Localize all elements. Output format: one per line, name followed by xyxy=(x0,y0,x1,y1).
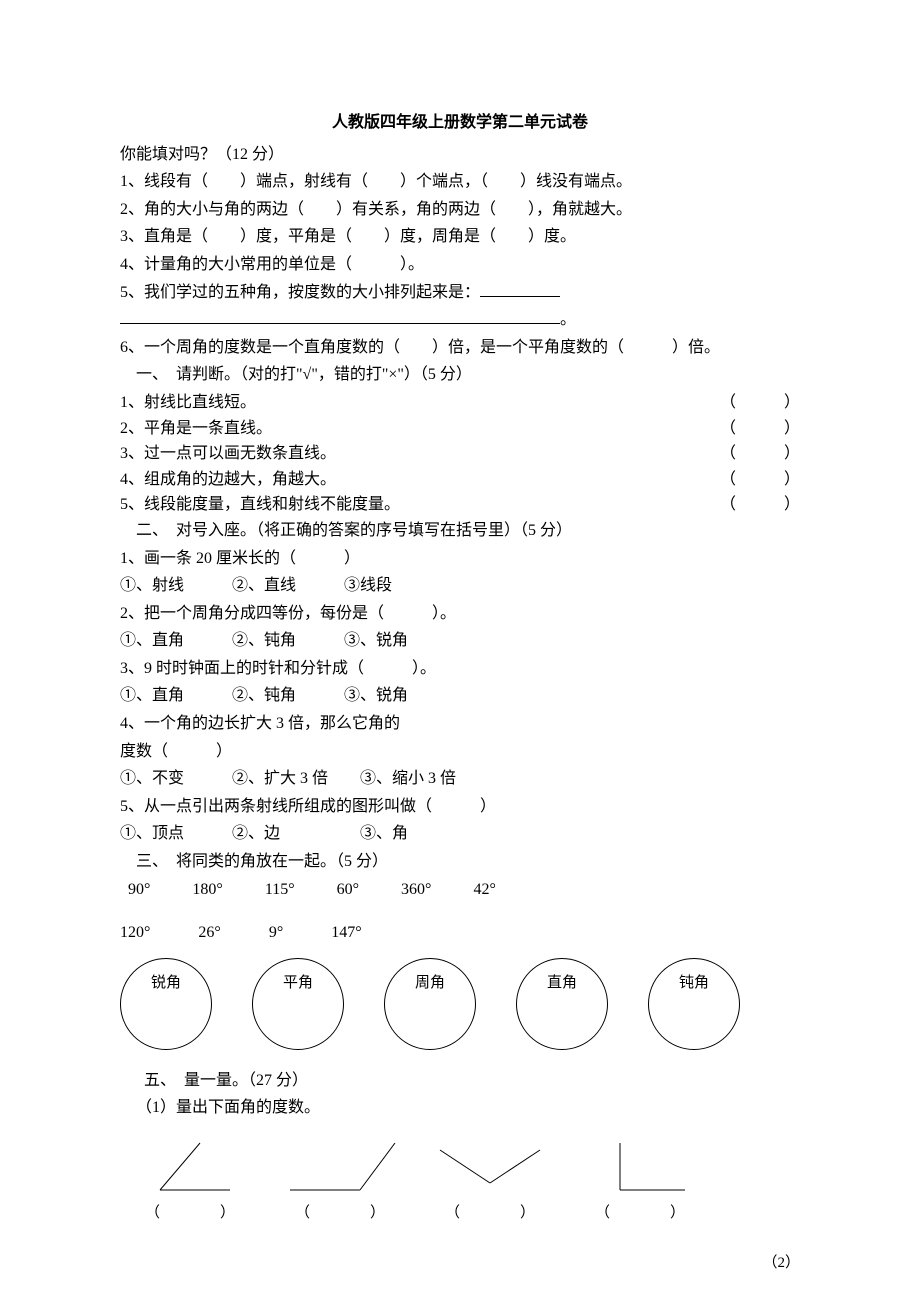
deg-value: 360° xyxy=(401,877,431,903)
judge-text: 5、线段能度量，直线和射线不能度量。 xyxy=(120,492,400,518)
choice-q4-options: ①、不变 ②、扩大 3 倍 ③、缩小 3 倍 xyxy=(120,766,800,792)
choice-q1: 1、画一条 20 厘米长的（ ） xyxy=(120,546,800,572)
angle-paren: （ ） xyxy=(595,1201,685,1225)
deg-value: 42° xyxy=(473,877,495,903)
fill-q5b: 。 xyxy=(120,307,800,333)
angle-2: （ ） xyxy=(270,1135,410,1225)
deg-value: 26° xyxy=(198,920,220,946)
page-footer: （2） xyxy=(120,1251,800,1275)
judge-row-3: 3、过一点可以画无数条直线。 （ ） xyxy=(120,441,800,467)
blank-underline-short xyxy=(480,281,560,297)
classify-header: 三、 将同类的角放在一起。（5 分） xyxy=(120,849,800,875)
judge-paren: （ ） xyxy=(720,390,800,416)
choice-q3: 3、9 时时钟面上的时针和分针成（ ）。 xyxy=(120,656,800,682)
judge-text: 4、组成角的边越大，角越大。 xyxy=(120,467,336,493)
circle-right: 直角 xyxy=(516,958,608,1050)
exam-title: 人教版四年级上册数学第二单元试卷 xyxy=(120,110,800,136)
period: 。 xyxy=(560,311,576,328)
angle-wide-icon xyxy=(430,1135,550,1195)
angles-row: （ ） （ ） （ ） （ ） xyxy=(120,1135,800,1225)
judge-row-1: 1、射线比直线短。 （ ） xyxy=(120,390,800,416)
choice-q2: 2、把一个周角分成四等份，每份是（ ）。 xyxy=(120,601,800,627)
choice-q3-options: ①、直角 ②、钝角 ③、锐角 xyxy=(120,683,800,709)
judge-paren: （ ） xyxy=(720,441,800,467)
deg-value: 115° xyxy=(265,877,295,903)
choice-q5-options: ①、顶点 ②、边 ③、角 xyxy=(120,821,800,847)
circle-straight: 平角 xyxy=(252,958,344,1050)
choice-q5: 5、从一点引出两条射线所组成的图形叫做（ ） xyxy=(120,794,800,820)
deg-value: 120° xyxy=(120,920,150,946)
deg-value: 180° xyxy=(192,877,222,903)
measure-sub: （1）量出下面角的度数。 xyxy=(120,1095,800,1121)
blank-underline-long xyxy=(120,308,560,324)
judge-row-5: 5、线段能度量，直线和射线不能度量。 （ ） xyxy=(120,492,800,518)
angle-acute-icon xyxy=(130,1135,250,1195)
judge-text: 1、射线比直线短。 xyxy=(120,390,256,416)
angle-4: （ ） xyxy=(570,1135,710,1225)
deg-value: 9° xyxy=(269,920,283,946)
angle-paren: （ ） xyxy=(145,1201,235,1225)
classify-row1: 90° 180° 115° 60° 360° 42° xyxy=(120,877,800,903)
angle-obtuse-icon xyxy=(280,1135,400,1195)
deg-value: 60° xyxy=(337,877,359,903)
fill-q6: 6、一个周角的度数是一个直角度数的（ ）倍，是一个平角度数的（ ）倍。 xyxy=(120,335,800,361)
judge-row-4: 4、组成角的边越大，角越大。 （ ） xyxy=(120,467,800,493)
circle-obtuse: 钝角 xyxy=(648,958,740,1050)
circle-acute: 锐角 xyxy=(120,958,212,1050)
angle-paren: （ ） xyxy=(445,1201,535,1225)
fill-q2: 2、角的大小与角的两边（ ）有关系，角的两边（ ），角就越大。 xyxy=(120,197,800,223)
judge-paren: （ ） xyxy=(720,467,800,493)
judge-text: 3、过一点可以画无数条直线。 xyxy=(120,441,336,467)
choice-q4b: 度数（ ） xyxy=(120,739,800,765)
choice-q1-options: ①、射线 ②、直线 ③线段 xyxy=(120,573,800,599)
fill-q3: 3、直角是（ ）度，平角是（ ）度，周角是（ ）度。 xyxy=(120,224,800,250)
angle-3: （ ） xyxy=(420,1135,560,1225)
circle-round: 周角 xyxy=(384,958,476,1050)
fill-q5a: 5、我们学过的五种角，按度数的大小排列起来是： xyxy=(120,280,800,306)
measure-header: 五、 量一量。（27 分） xyxy=(120,1068,800,1094)
judge-row-2: 2、平角是一条直线。 （ ） xyxy=(120,416,800,442)
judge-paren: （ ） xyxy=(720,416,800,442)
fill-q4: 4、计量角的大小常用的单位是（ ）。 xyxy=(120,252,800,278)
judge-header: 一、 请判断。（对的打"√"，错的打"×"）（5 分） xyxy=(120,362,800,388)
classify-circles: 锐角 平角 周角 直角 钝角 xyxy=(120,958,800,1050)
choice-q2-options: ①、直角 ②、钝角 ③、锐角 xyxy=(120,628,800,654)
choice-q4: 4、一个角的边长扩大 3 倍，那么它角的 xyxy=(120,711,800,737)
fill-q5a-text: 5、我们学过的五种角，按度数的大小排列起来是： xyxy=(120,284,480,301)
angle-right-icon xyxy=(580,1135,700,1195)
intro-line: 你能填对吗？（12 分） xyxy=(120,142,800,168)
deg-value: 147° xyxy=(331,920,361,946)
angle-paren: （ ） xyxy=(295,1201,385,1225)
choice-header: 二、 对号入座。（将正确的答案的序号填写在括号里）（5 分） xyxy=(120,518,800,544)
judge-text: 2、平角是一条直线。 xyxy=(120,416,272,442)
judge-paren: （ ） xyxy=(720,492,800,518)
fill-q1: 1、线段有（ ）端点，射线有（ ）个端点，（ ）线没有端点。 xyxy=(120,169,800,195)
deg-value: 90° xyxy=(128,877,150,903)
classify-row2: 120° 26° 9° 147° xyxy=(120,920,800,946)
angle-1: （ ） xyxy=(120,1135,260,1225)
